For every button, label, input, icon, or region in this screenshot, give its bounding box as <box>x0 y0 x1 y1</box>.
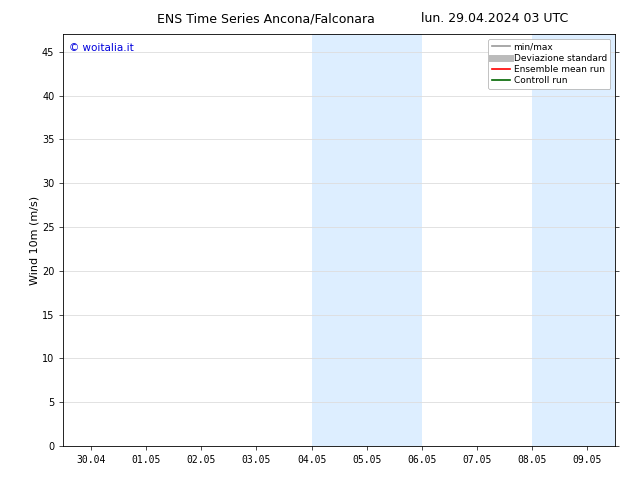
Text: ENS Time Series Ancona/Falconara: ENS Time Series Ancona/Falconara <box>157 12 375 25</box>
Bar <box>533 34 615 446</box>
Legend: min/max, Deviazione standard, Ensemble mean run, Controll run: min/max, Deviazione standard, Ensemble m… <box>488 39 611 89</box>
Text: lun. 29.04.2024 03 UTC: lun. 29.04.2024 03 UTC <box>421 12 568 25</box>
Y-axis label: Wind 10m (m/s): Wind 10m (m/s) <box>29 196 39 285</box>
Text: © woitalia.it: © woitalia.it <box>69 43 134 52</box>
Bar <box>312 34 422 446</box>
